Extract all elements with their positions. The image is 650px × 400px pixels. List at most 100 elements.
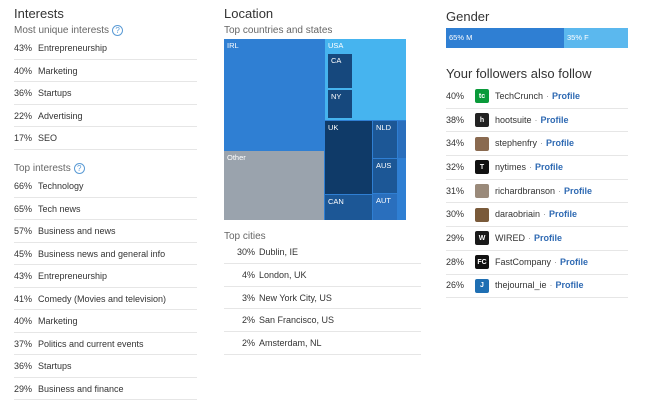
interest-row[interactable]: 66% Technology [14, 175, 197, 198]
city-row[interactable]: 30% Dublin, IE [224, 241, 421, 264]
profile-link[interactable]: Profile [552, 90, 581, 101]
city-row-percent: 2% [241, 315, 255, 326]
city-row[interactable]: 4% London, UK [224, 264, 421, 287]
interest-row-label: Business and finance [38, 383, 124, 394]
most-unique-list: 43% Entrepreneurship 40% Marketing 36% Startu… [14, 37, 197, 150]
help-icon[interactable]: ? [112, 25, 124, 36]
tile-ca[interactable]: CA [328, 54, 352, 88]
gender-female-label: 35% F [567, 33, 589, 42]
tile-other[interactable]: Other [224, 151, 324, 220]
interest-row-percent: 66% [14, 181, 33, 191]
city-row[interactable]: 3% New York City, US [224, 287, 421, 310]
tile-can[interactable]: CAN [325, 195, 372, 220]
follow-row: 30% daraobriain · Profile [446, 203, 628, 228]
city-row[interactable]: 2% San Francisco, US [224, 309, 421, 333]
interest-row[interactable]: 43% Entrepreneurship [14, 37, 197, 60]
tile-irl[interactable]: IRL [224, 39, 324, 151]
tile-aut[interactable]: AUT [373, 194, 397, 220]
city-row-label: Amsterdam, NL [259, 338, 322, 349]
separator: · [546, 90, 550, 101]
profile-link[interactable]: Profile [546, 138, 575, 149]
top-cities-label: Top cities [224, 231, 266, 242]
separator: · [540, 138, 544, 149]
interest-row-percent: 41% [14, 293, 33, 304]
city-row[interactable]: 2% Amsterdam, NL [224, 332, 421, 355]
follow-row: 28% FC FastCompany · Profile [446, 251, 628, 275]
follow-percent: 34% [446, 138, 465, 149]
city-row-label: New York City, US [259, 292, 332, 303]
techcrunch-icon[interactable]: tc [475, 89, 489, 104]
tile-aus[interactable]: AUS [373, 159, 397, 193]
gender-title: Gender [446, 9, 490, 24]
interest-row-percent: 57% [14, 226, 33, 236]
follow-account-name[interactable]: WIRED [495, 232, 525, 243]
profile-link[interactable]: Profile [540, 114, 569, 125]
interest-row[interactable]: 40% Marketing [14, 60, 197, 82]
hootsuite-icon[interactable]: h [475, 113, 489, 128]
profile-link[interactable]: Profile [534, 232, 563, 243]
interest-row[interactable]: 45% Business news and general info [14, 243, 197, 265]
separator: · [554, 256, 558, 267]
interest-row-percent: 45% [14, 248, 33, 259]
interest-row[interactable]: 65% Tech news [14, 198, 197, 220]
city-row-percent: 3% [241, 292, 255, 303]
profile-link[interactable]: Profile [564, 185, 593, 196]
follow-account-name[interactable]: stephenfry [495, 138, 538, 149]
interest-row[interactable]: 17% SEO [14, 127, 197, 150]
interest-row[interactable]: 22% Advertising [14, 105, 197, 127]
interest-row-percent: 65% [14, 203, 33, 214]
profile-link[interactable]: Profile [549, 209, 578, 220]
profile-link[interactable]: Profile [535, 161, 564, 172]
city-row-label: Dublin, IE [259, 247, 299, 257]
profile-link[interactable]: Profile [560, 256, 589, 267]
tile-nld[interactable]: NLD [373, 121, 397, 158]
interest-row[interactable]: 40% Marketing [14, 310, 197, 333]
richardbranson-avatar[interactable] [475, 184, 489, 199]
fastcompany-icon[interactable]: FC [475, 255, 489, 270]
top-interests-list: 66% Technology 65% Tech news 57% Business and… [14, 175, 197, 400]
wired-icon[interactable]: W [475, 231, 489, 246]
follow-account-name[interactable]: nytimes [495, 161, 527, 172]
city-row-percent: 4% [241, 269, 255, 280]
interest-row[interactable]: 43% Entrepreneurship [14, 265, 197, 288]
help-icon[interactable]: ? [73, 163, 85, 174]
interest-row-label: Startups [38, 88, 72, 98]
interest-row-percent: 43% [14, 271, 33, 281]
interest-row[interactable]: 29% Business and finance [14, 378, 197, 400]
top-cities-list: 30% Dublin, IE 4% London, UK 3% New York City… [224, 241, 421, 355]
interest-row-percent: 40% [14, 316, 33, 326]
interest-row-label: Advertising [38, 110, 83, 121]
tile-nld-label: NLD [376, 123, 392, 132]
interest-row[interactable]: 36% Startups [14, 355, 197, 378]
follow-account-name[interactable]: FastCompany [495, 256, 552, 267]
interest-row[interactable]: 57% Business and news [14, 220, 197, 243]
tile-ny[interactable]: NY [328, 90, 352, 118]
location-treemap: IRL Other USA CA NY UK CAN NLD AUS AUT [224, 39, 406, 220]
follow-account-name[interactable]: thejournal_ie [495, 280, 547, 291]
interest-row[interactable]: 37% Politics and current events [14, 333, 197, 355]
interest-row[interactable]: 41% Comedy (Movies and television) [14, 288, 197, 310]
interest-row-label: Business news and general info [38, 248, 166, 259]
top-interests-label-text: Top interests [14, 163, 71, 175]
tile-uk[interactable]: UK [325, 121, 372, 194]
profile-link[interactable]: Profile [555, 280, 584, 291]
interest-row[interactable]: 36% Startups [14, 82, 197, 105]
gender-male-segment: 65% M [446, 28, 564, 48]
also-follow-title: Your followers also follow [446, 66, 592, 81]
follow-account-name[interactable]: daraobriain [495, 209, 541, 220]
follow-account-name[interactable]: TechCrunch [495, 90, 544, 101]
city-row-percent: 2% [241, 338, 255, 349]
follow-account-name[interactable]: hootsuite [495, 114, 532, 125]
follow-percent: 26% [446, 280, 465, 291]
most-unique-label: Most unique interests? [14, 25, 124, 37]
daraobriain-avatar[interactable] [475, 207, 489, 222]
follow-row: 34% stephenfry · Profile [446, 132, 628, 157]
thejournal-icon[interactable]: J [475, 278, 489, 293]
stephenfry-avatar[interactable] [475, 136, 489, 151]
tile-small-country[interactable] [398, 121, 406, 158]
interest-row-label: SEO [38, 133, 58, 143]
nytimes-icon[interactable]: T [475, 160, 489, 175]
most-unique-label-text: Most unique interests [14, 25, 110, 37]
follow-account-name[interactable]: richardbranson [495, 185, 556, 196]
